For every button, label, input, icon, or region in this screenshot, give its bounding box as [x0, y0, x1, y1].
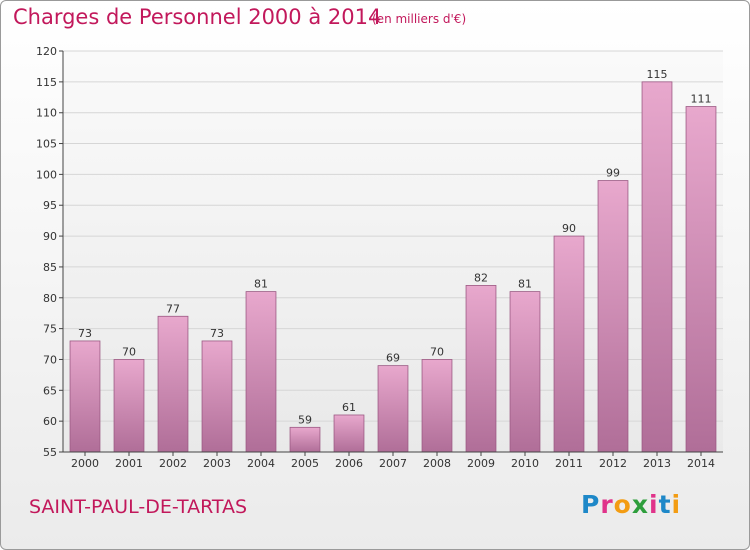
data-label: 59: [298, 413, 312, 426]
bar-2011: [553, 235, 585, 453]
y-tick-label: 65: [43, 384, 57, 397]
data-label: 77: [166, 302, 180, 315]
bar-2004: [245, 291, 277, 453]
data-label: 73: [78, 327, 92, 340]
x-tick-label: 2010: [511, 457, 539, 470]
y-tick-label: 70: [43, 353, 57, 366]
data-label: 99: [606, 167, 620, 180]
x-tick-label: 2000: [71, 457, 99, 470]
logo-letter: o: [613, 490, 632, 519]
logo-letter: r: [600, 490, 614, 519]
y-tick-label: 60: [43, 415, 57, 428]
x-tick-label: 2007: [379, 457, 407, 470]
bar-2008: [421, 359, 453, 453]
data-label: 69: [386, 352, 400, 365]
bar-2009: [465, 285, 497, 453]
logo-letter: i: [649, 490, 659, 519]
chart-subtitle: (en milliers d'€): [372, 12, 467, 26]
bar-2006: [333, 414, 365, 453]
bar-2002: [157, 315, 189, 453]
y-tick-label: 110: [36, 107, 57, 120]
chart-title: Charges de Personnel 2000 à 2014: [13, 5, 382, 29]
bar-2010: [509, 291, 541, 453]
bar-2007: [377, 365, 409, 453]
y-tick-label: 90: [43, 230, 57, 243]
bar-2005: [289, 426, 321, 453]
y-tick-label: 120: [36, 45, 57, 58]
x-tick-label: 2014: [687, 457, 715, 470]
data-label: 70: [430, 345, 444, 358]
proxiti-logo: Proxiti: [581, 490, 681, 519]
y-tick-label: 105: [36, 138, 57, 151]
y-tick-label: 85: [43, 261, 57, 274]
data-label: 81: [518, 278, 532, 291]
data-label: 61: [342, 401, 356, 414]
y-tick-label: 55: [43, 446, 57, 459]
bar-2000: [69, 340, 101, 453]
data-label: 111: [691, 93, 712, 106]
y-tick-label: 100: [36, 168, 57, 181]
data-label: 70: [122, 345, 136, 358]
y-tick-label: 115: [36, 76, 57, 89]
bar-2001: [113, 359, 145, 453]
y-tick-label: 75: [43, 323, 57, 336]
y-tick-label: 80: [43, 292, 57, 305]
x-tick-label: 2004: [247, 457, 275, 470]
logo-letter: t: [658, 490, 672, 519]
y-tick-label: 95: [43, 199, 57, 212]
bar-2013: [641, 81, 673, 453]
x-tick-label: 2002: [159, 457, 187, 470]
logo-letter: i: [671, 490, 682, 519]
logo-letter: x: [631, 490, 649, 519]
x-tick-label: 2009: [467, 457, 495, 470]
x-tick-label: 2011: [555, 457, 583, 470]
place-name: SAINT-PAUL-DE-TARTAS: [29, 496, 248, 518]
x-tick-label: 2008: [423, 457, 451, 470]
x-tick-label: 2012: [599, 457, 627, 470]
x-tick-label: 2013: [643, 457, 671, 470]
bar-2014: [685, 106, 717, 453]
x-tick-label: 2005: [291, 457, 319, 470]
x-tick-label: 2006: [335, 457, 363, 470]
bar-2012: [597, 180, 629, 453]
data-label: 81: [254, 278, 268, 291]
x-tick-label: 2001: [115, 457, 143, 470]
bar-2003: [201, 340, 233, 453]
data-label: 73: [210, 327, 224, 340]
data-label: 90: [562, 222, 576, 235]
data-label: 82: [474, 271, 488, 284]
logo-letter: P: [581, 490, 601, 519]
data-label: 115: [647, 68, 668, 81]
x-tick-label: 2003: [203, 457, 231, 470]
